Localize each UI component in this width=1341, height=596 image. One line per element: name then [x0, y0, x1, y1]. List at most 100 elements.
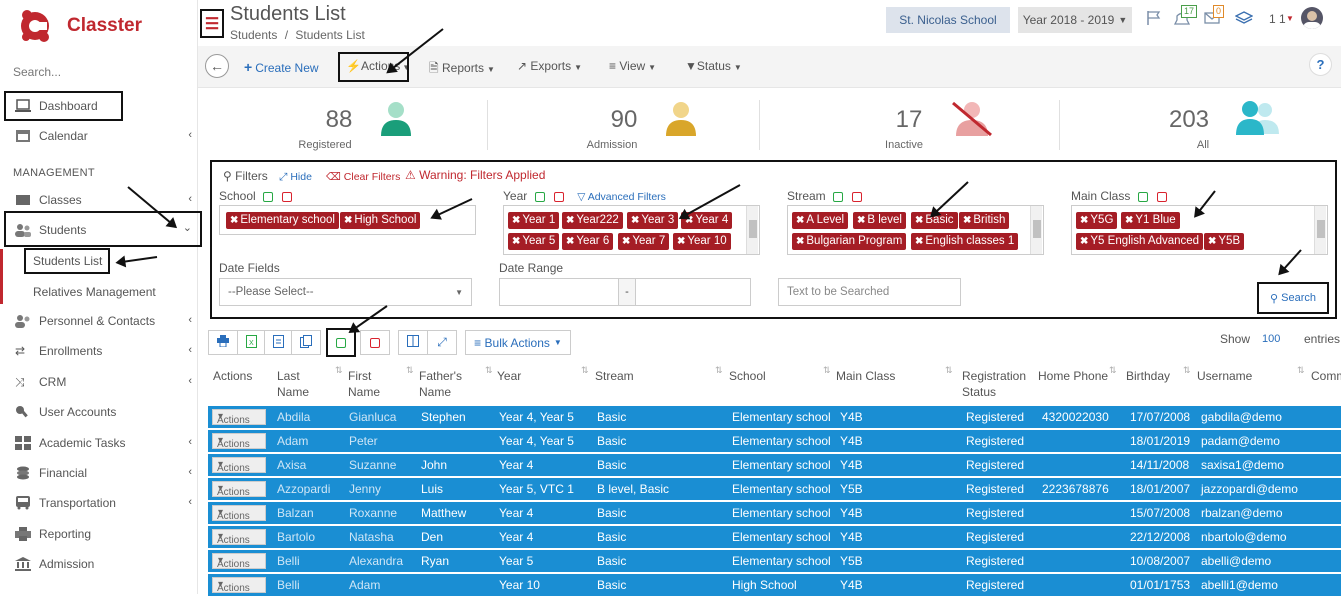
create-new-button[interactable]: + Create New: [244, 59, 319, 75]
page-length-select[interactable]: 100: [1262, 333, 1281, 345]
table-row[interactable]: Actions ▾ Azzopardi Jenny Luis Year 5, VTC 1 B…: [208, 478, 1341, 500]
help-button[interactable]: ?: [1309, 53, 1332, 76]
cell-last-name[interactable]: Azzopardi: [277, 482, 331, 496]
column-header[interactable]: Birthday: [1126, 369, 1171, 383]
sidebar-item-transportation[interactable]: Transportation ‹: [0, 490, 198, 516]
avatar[interactable]: [1301, 7, 1323, 29]
deselect-all-icon[interactable]: [1157, 191, 1168, 202]
remove-icon[interactable]: ✖: [1080, 236, 1089, 247]
search-button[interactable]: ⚲ Search: [1257, 282, 1329, 314]
scrollbar-thumb[interactable]: [1317, 220, 1325, 238]
year-tag[interactable]: ✖ Year 5: [508, 233, 560, 250]
year-tag[interactable]: ✖ Year 7: [618, 233, 670, 250]
sidebar-item-admission[interactable]: Admission: [0, 551, 198, 577]
cell-first-name[interactable]: Gianluca: [349, 410, 397, 424]
sidebar-item-calendar[interactable]: Calendar ‹: [0, 123, 198, 149]
stream-tag[interactable]: ✖ A Level: [792, 212, 849, 229]
year-selector[interactable]: Year 2018 - 2019 ▼: [1018, 7, 1132, 33]
sidebar-item-dashboard[interactable]: Dashboard: [0, 93, 198, 119]
user-disabled-icon[interactable]: [950, 100, 994, 141]
layers-icon[interactable]: [1234, 10, 1254, 29]
remove-icon[interactable]: ✖: [512, 215, 521, 226]
scrollbar-thumb[interactable]: [1033, 220, 1041, 238]
cell-first-name[interactable]: Adam: [349, 578, 381, 592]
remove-icon[interactable]: ✖: [1208, 236, 1217, 247]
sidebar-item-user-accounts[interactable]: User Accounts: [0, 399, 198, 425]
remove-icon[interactable]: ✖: [230, 215, 239, 226]
users-group-icon[interactable]: [1235, 100, 1281, 139]
scrollbar-thumb[interactable]: [749, 220, 757, 238]
column-header[interactable]: Last Name: [277, 369, 310, 399]
table-row[interactable]: Actions ▾ Belli Adam Year 10 Basic High School…: [208, 574, 1341, 596]
sidebar-subitem-relatives[interactable]: Relatives Management: [33, 285, 156, 299]
sidebar-subitem-students-list[interactable]: Students List: [33, 254, 103, 268]
row-actions-button[interactable]: Actions ▾: [212, 529, 266, 546]
print-button[interactable]: [208, 330, 238, 355]
csv-button[interactable]: [264, 330, 292, 355]
scrollbar[interactable]: [1030, 206, 1042, 254]
exports-menu[interactable]: ↗ Exports ▼: [517, 59, 582, 73]
deselect-all-button[interactable]: [360, 330, 390, 355]
sidebar-item-enrollments[interactable]: ⇄ Enrollments ‹: [0, 338, 198, 364]
column-header[interactable]: School: [729, 369, 766, 383]
remove-icon[interactable]: ✖: [677, 236, 686, 247]
breadcrumb-root[interactable]: Students: [230, 28, 278, 42]
column-header[interactable]: First Name: [348, 369, 381, 399]
back-button[interactable]: ←: [205, 54, 229, 78]
bulk-actions-button[interactable]: ≡ Bulk Actions ▼: [465, 330, 571, 355]
columns-button[interactable]: [398, 330, 428, 355]
remove-icon[interactable]: ✖: [796, 215, 805, 226]
row-actions-button[interactable]: Actions ▾: [212, 553, 266, 570]
select-all-icon[interactable]: [263, 191, 274, 202]
year-tag[interactable]: ✖ Year 4: [681, 212, 733, 229]
scrollbar[interactable]: [1314, 206, 1326, 254]
stream-tag[interactable]: ✖ British: [959, 212, 1010, 229]
cell-first-name[interactable]: Alexandra: [349, 554, 404, 568]
sidebar-item-financial[interactable]: Financial ‹: [0, 460, 198, 486]
column-header[interactable]: Username: [1197, 369, 1253, 383]
row-actions-button[interactable]: Actions ▾: [212, 457, 266, 474]
sidebar-item-students[interactable]: Students ⌄: [0, 217, 198, 243]
cell-last-name[interactable]: Bartolo: [277, 530, 316, 544]
cell-first-name[interactable]: Natasha: [349, 530, 394, 544]
deselect-all-icon[interactable]: [852, 191, 863, 202]
status-menu[interactable]: ▼Status ▼: [685, 59, 742, 73]
menu-toggle-button[interactable]: ☰: [200, 9, 224, 38]
sidebar-item-personnel[interactable]: Personnel & Contacts ‹: [0, 308, 198, 334]
select-all-button[interactable]: [326, 328, 356, 357]
compress-button[interactable]: ⤢: [427, 330, 457, 355]
remove-icon[interactable]: ✖: [631, 215, 640, 226]
table-row[interactable]: Actions ▾ Axisa Suzanne John Year 4 Basic Eleme…: [208, 454, 1341, 476]
remove-icon[interactable]: ✖: [915, 215, 924, 226]
year-tag[interactable]: ✖ Year 1: [508, 212, 560, 229]
sidebar-item-reporting[interactable]: Reporting: [0, 521, 198, 547]
sidebar-search[interactable]: Search...: [13, 65, 62, 79]
reports-menu[interactable]: 🗎 Reports ▼: [429, 59, 495, 80]
hide-filters-link[interactable]: ⤢ Hide: [279, 171, 312, 184]
date-range-end[interactable]: [635, 278, 751, 306]
column-header[interactable]: Actions: [213, 369, 253, 383]
remove-icon[interactable]: ✖: [1080, 215, 1089, 226]
cell-first-name[interactable]: Suzanne: [349, 458, 397, 472]
user-green-icon[interactable]: [380, 101, 412, 140]
cell-last-name[interactable]: Axisa: [277, 458, 307, 472]
cell-first-name[interactable]: Roxanne: [349, 506, 398, 520]
class-tag[interactable]: ✖ Y5B: [1204, 233, 1245, 250]
remove-icon[interactable]: ✖: [963, 215, 972, 226]
class-tag[interactable]: ✖ Y5G: [1076, 212, 1118, 229]
table-row[interactable]: Actions ▾ Bartolo Natasha Den Year 4 Basic Elem…: [208, 526, 1341, 548]
flag-icon[interactable]: [1146, 10, 1162, 29]
cell-last-name[interactable]: Abdila: [277, 410, 311, 424]
school-tag[interactable]: ✖ Elementary school: [226, 212, 339, 229]
clear-filters-link[interactable]: ⌫ Clear Filters: [326, 171, 400, 183]
column-header[interactable]: Year: [497, 369, 522, 383]
cell-first-name[interactable]: Jenny: [349, 482, 382, 496]
school-selector[interactable]: St. Nicolas School: [886, 7, 1010, 33]
class-tag[interactable]: ✖ Y5 English Advanced: [1076, 233, 1204, 250]
column-header[interactable]: Registration Status: [962, 369, 1027, 399]
sidebar-item-classes[interactable]: Classes ‹: [0, 187, 198, 213]
view-menu[interactable]: ≡ View ▼: [609, 59, 656, 73]
table-row[interactable]: Actions ▾ Abdila Gianluca Stephen Year 4, Yea…: [208, 406, 1341, 428]
remove-icon[interactable]: ✖: [915, 236, 924, 247]
class-tag[interactable]: ✖ Y1 Blue: [1121, 212, 1180, 229]
